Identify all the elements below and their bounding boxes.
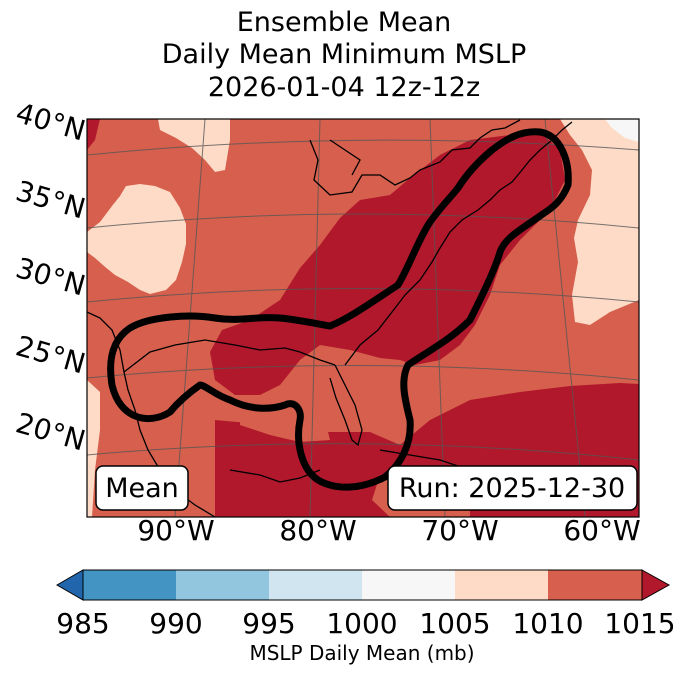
mean-label: Mean: [105, 473, 179, 504]
colorbar-segment-1010-1015: [548, 570, 642, 600]
threshold-contour: [107, 128, 572, 491]
colorbar-tick-995: 995: [242, 607, 295, 640]
map-frame: [86, 118, 640, 518]
colorbar-tick-1015: 1015: [604, 607, 675, 640]
colorbar-segment-985-990: [83, 570, 176, 600]
colorbar-tick-990: 990: [149, 607, 202, 640]
colorbar-segment-1000-1005: [362, 570, 455, 600]
pressure-band-1000-1005: [605, 119, 639, 142]
colorbar-segment-995-1000: [269, 570, 362, 600]
lat-label-40: 40°N: [12, 96, 89, 147]
run-label-box: Run: 2025-12-30: [387, 465, 638, 511]
colorbar-under-arrow: [55, 569, 84, 601]
lat-label-35: 35°N: [12, 174, 89, 225]
lon-label-90: 90°W: [137, 514, 214, 547]
colorbar-segment-1005-1010: [455, 570, 548, 600]
pressure-band-1005-1010-north: [158, 119, 230, 172]
pressure-band-1005-1010-southwest: [87, 380, 100, 517]
colorbar-label: MSLP Daily Mean (mb): [249, 641, 474, 665]
colorbar-tick-1010: 1010: [512, 607, 583, 640]
lon-label-80: 80°W: [279, 514, 356, 547]
pressure-band-1005-1010-west: [87, 184, 186, 294]
mean-label-box: Mean: [95, 465, 189, 511]
colorbar-over-arrow: [641, 569, 671, 601]
chart-title-line-3: 2026-01-04 12z-12z: [207, 72, 481, 103]
lat-label-25: 25°N: [12, 329, 89, 380]
lon-label-70: 70°W: [421, 514, 498, 547]
map-area: [87, 119, 639, 517]
pressure-band-1005-1010-east: [560, 119, 639, 325]
colorbar: 985 990 995 1000 1005 1010 1015 MSLP Dai…: [55, 569, 676, 665]
pressure-band-above-1015-main: [210, 132, 565, 395]
run-label: Run: 2025-12-30: [399, 473, 625, 504]
colorbar-segment-990-995: [176, 570, 269, 600]
lon-label-60: 60°W: [563, 514, 640, 547]
pressure-band-above-1015-interior: [87, 119, 100, 150]
colorbar-tick-1000: 1000: [326, 607, 397, 640]
lat-label-30: 30°N: [12, 251, 89, 302]
chart-title-line-1: Ensemble Mean: [236, 7, 452, 38]
chart-title-line-2: Daily Mean Minimum MSLP: [161, 39, 527, 70]
lat-label-20: 20°N: [12, 406, 89, 457]
colorbar-tick-1005: 1005: [419, 607, 490, 640]
colorbar-tick-985: 985: [56, 607, 109, 640]
